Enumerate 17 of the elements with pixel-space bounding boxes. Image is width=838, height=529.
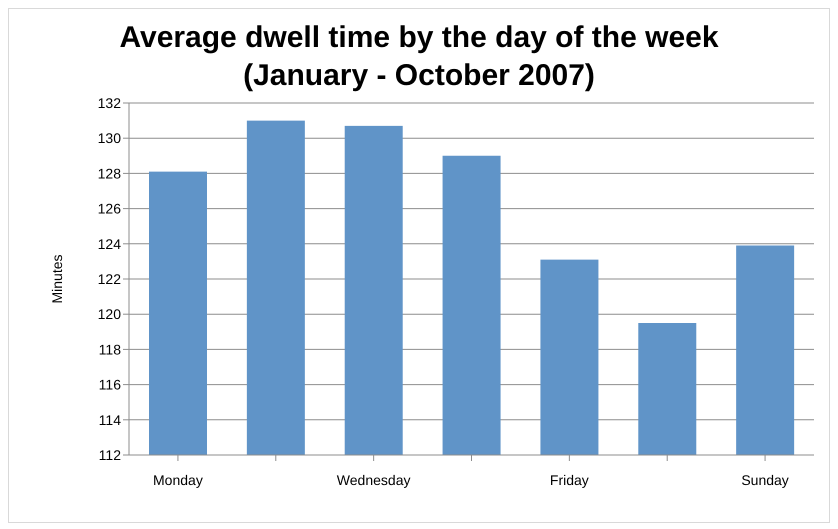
y-tick-label: 114 [98, 412, 122, 428]
y-tick-label: 118 [98, 341, 122, 358]
y-tick-label: 124 [98, 236, 122, 252]
x-tick-label: Sunday [741, 472, 789, 488]
x-tick-label: Monday [153, 472, 203, 488]
y-tick-label: 128 [98, 165, 122, 182]
y-axis-title: Minutes [48, 254, 65, 304]
y-tick-label: 120 [98, 306, 122, 322]
y-tick-label: 130 [98, 130, 122, 146]
chart-title: Average dwell time by the day of the week (January - October 2007) [119, 20, 719, 94]
y-tick-label: 116 [98, 376, 122, 393]
x-tick-label: Friday [550, 472, 589, 488]
x-tick-label: Wednesday [336, 472, 410, 488]
y-tick-label: 126 [98, 200, 122, 217]
y-tick-label: 122 [98, 270, 122, 287]
y-tick-label: 112 [98, 446, 122, 463]
y-tick-label: 132 [98, 94, 122, 111]
